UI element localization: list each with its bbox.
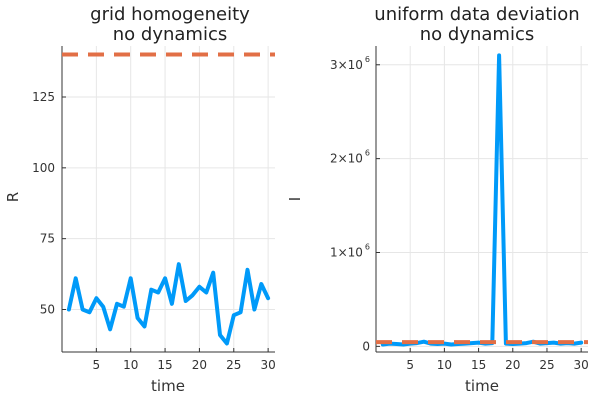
y-tick-label: 3×10 6	[330, 55, 370, 72]
y-axis-label: R	[4, 192, 22, 202]
x-tick-label: 30	[260, 358, 275, 372]
chart-uniform-data-deviation: 5 10 15 20 25 30 0 1×10 6 2×10 6 3×10 6 uniform data …	[286, 4, 589, 395]
chart-title-line: no dynamics	[113, 24, 227, 45]
y-tick-label: 75	[40, 232, 55, 246]
y-tick-label: 2×10 6	[330, 149, 370, 166]
chart-grid-homogeneity: 5 10 15 20 25 30 50 75 100 125 grid homogeneityno …	[4, 4, 276, 395]
x-tick-label: 5	[406, 358, 414, 372]
x-tick-label: 20	[505, 358, 520, 372]
x-tick-label: 10	[123, 358, 138, 372]
x-tick-label: 5	[93, 358, 101, 372]
y-tick-label: 50	[40, 303, 55, 317]
x-axis-label: time	[465, 377, 499, 395]
x-tick-label: 10	[437, 358, 452, 372]
data-series-line	[380, 53, 584, 347]
x-tick-label: 30	[574, 358, 589, 372]
x-tick-label: 20	[192, 358, 207, 372]
chart-title-line: uniform data deviation	[374, 4, 579, 25]
x-tick-label: 25	[226, 358, 241, 372]
x-axis-label: time	[151, 377, 185, 395]
x-tick-label: 15	[157, 358, 172, 372]
data-series-line	[66, 262, 271, 346]
y-axis-label: I	[286, 197, 304, 201]
x-tick-label: 15	[471, 358, 486, 372]
y-tick-label: 125	[32, 90, 55, 104]
x-tick-label: 25	[539, 358, 554, 372]
y-tick-label: 0	[362, 339, 370, 353]
y-tick-label: 100	[32, 161, 55, 175]
y-tick-label: 1×10 6	[330, 243, 370, 260]
chart-title-line: grid homogeneity	[90, 4, 250, 25]
chart-title-line: no dynamics	[420, 24, 534, 45]
